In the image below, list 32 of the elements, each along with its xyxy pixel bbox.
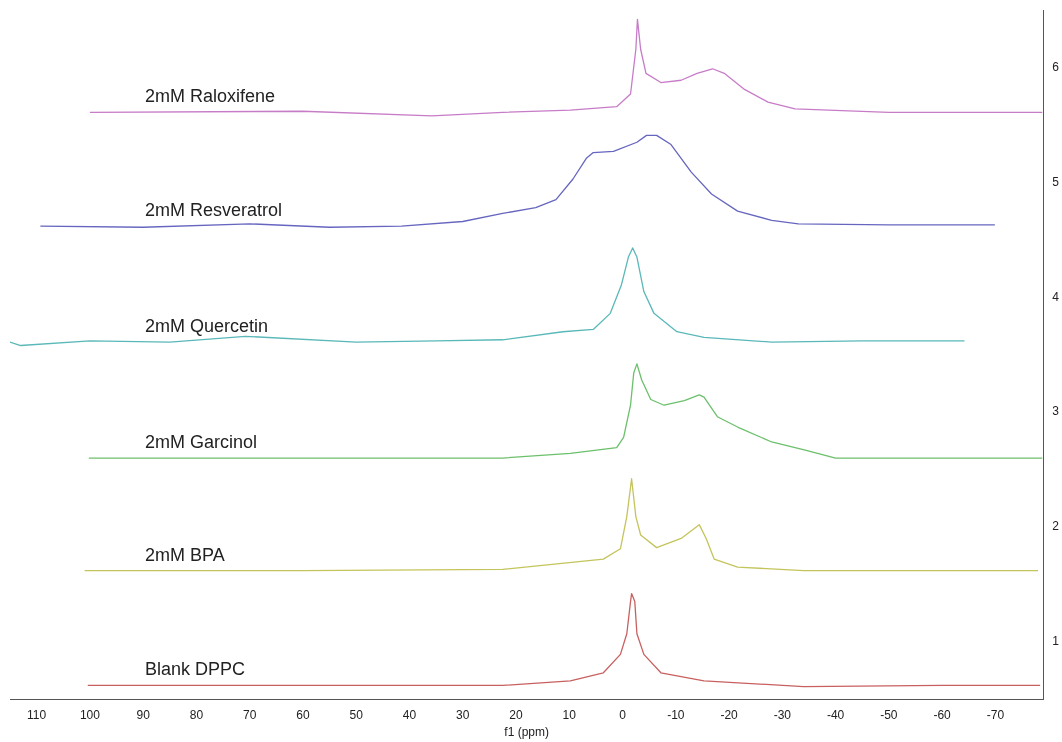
x-tick-label: 10 — [562, 707, 577, 722]
x-tick-label: 30 — [456, 707, 470, 722]
x-tick-label: -70 — [986, 707, 1005, 722]
x-tick-label: -60 — [933, 707, 952, 722]
y-tick-label: 5 — [1052, 174, 1060, 189]
series-label: 2mM Garcinol — [145, 432, 258, 453]
x-tick-label: 80 — [189, 707, 204, 722]
y-tick-label: 3 — [1052, 404, 1060, 419]
series-label: 2mM Raloxifene — [145, 86, 276, 107]
series-label: 2mM Resveratrol — [145, 200, 283, 221]
x-tick-label: 40 — [402, 707, 417, 722]
x-tick-label: 20 — [509, 707, 523, 722]
y-tick-label: 6 — [1052, 59, 1060, 74]
y-tick-label: 4 — [1052, 289, 1060, 304]
x-tick-label: 60 — [296, 707, 310, 722]
x-tick-label: 0 — [619, 707, 627, 722]
x-tick-label: 50 — [349, 707, 364, 722]
x-tick-label: 100 — [79, 707, 101, 722]
x-tick-label: -50 — [880, 707, 898, 722]
x-tick-label: -30 — [773, 707, 792, 722]
x-tick-label: -20 — [720, 707, 739, 722]
series-label: 2mM Quercetin — [145, 316, 269, 337]
series-label: Blank DPPC — [145, 659, 246, 680]
x-axis-title: f1 (ppm) — [504, 725, 550, 740]
y-tick-label: 2 — [1052, 519, 1060, 534]
x-tick-label: -40 — [826, 707, 845, 722]
series-label: 2mM BPA — [145, 544, 225, 565]
y-tick-label: 1 — [1052, 634, 1060, 649]
x-tick-label: -10 — [667, 707, 685, 722]
x-tick-label: 110 — [27, 707, 47, 722]
x-tick-label: 90 — [136, 707, 151, 722]
x-tick-label: 70 — [243, 707, 257, 722]
